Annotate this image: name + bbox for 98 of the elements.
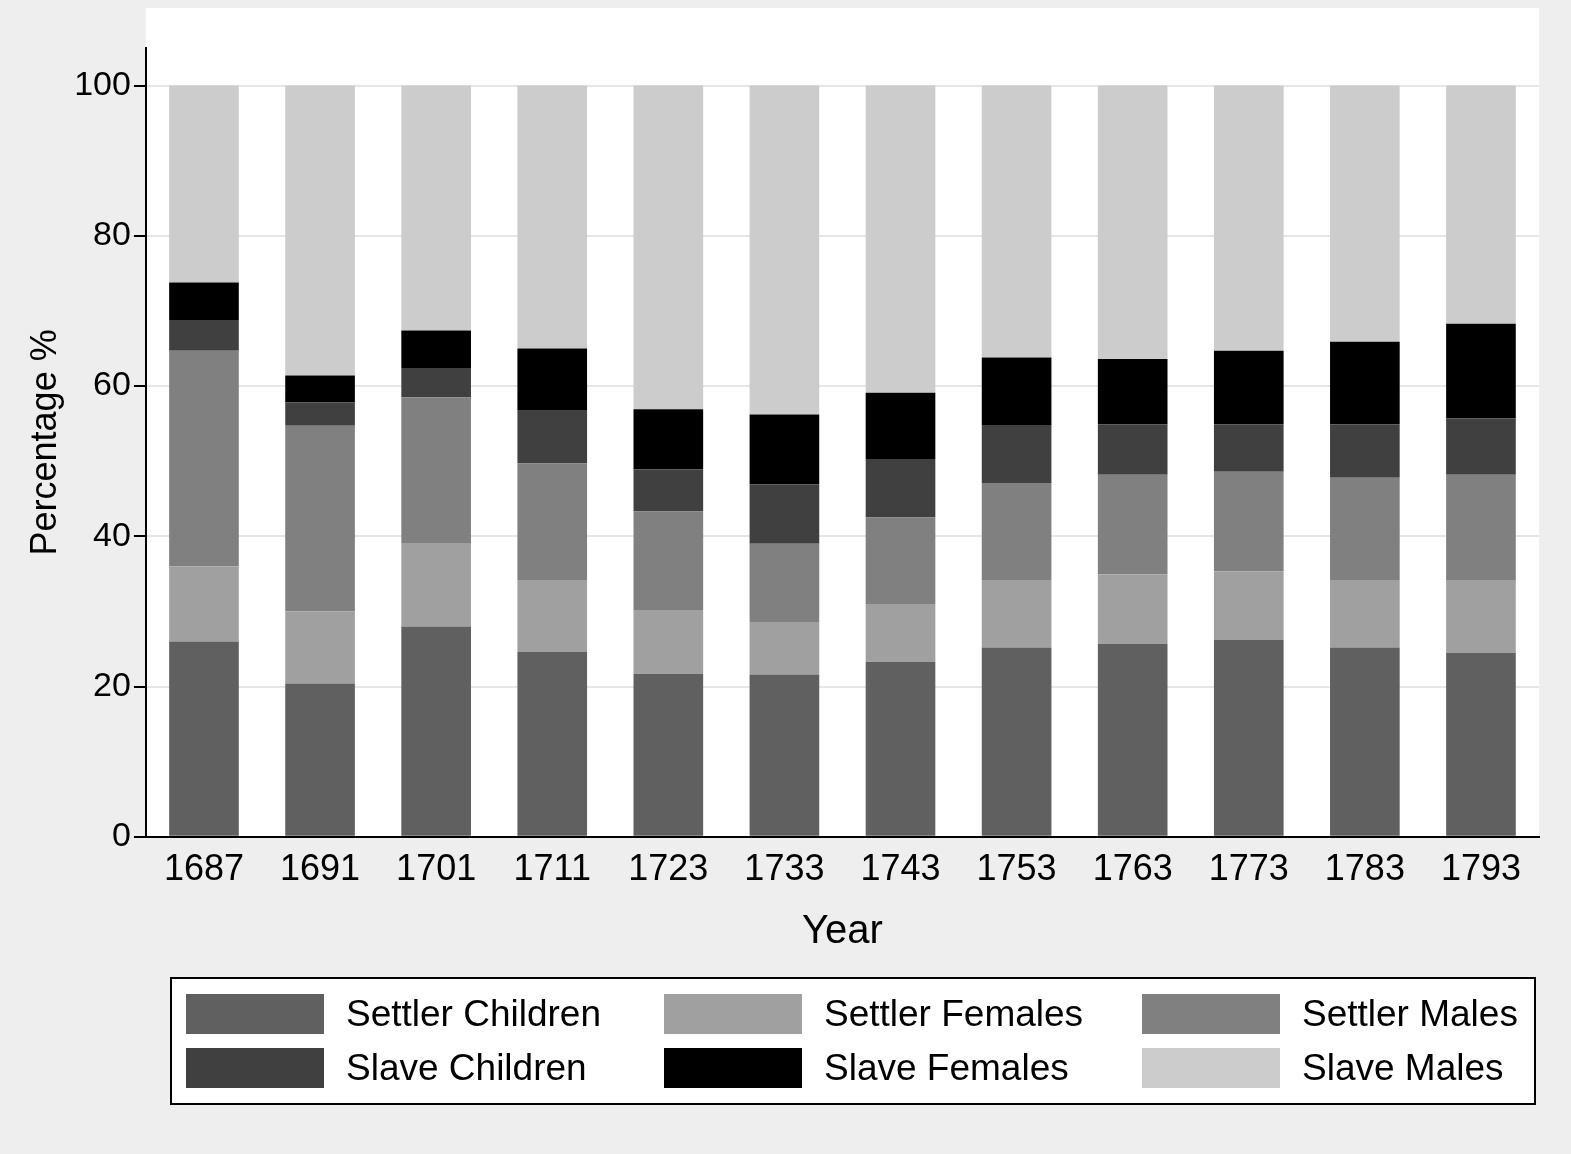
- x-tick-label: 1743: [860, 847, 941, 889]
- bar: [865, 517, 936, 605]
- bar: [749, 85, 820, 415]
- bar: [169, 282, 239, 320]
- bar: [517, 85, 588, 349]
- bar: [1213, 471, 1284, 572]
- y-tick-label: 20: [93, 664, 131, 703]
- bar: [1330, 341, 1400, 425]
- bar: [1213, 571, 1284, 640]
- x-tick-label: 1701: [396, 847, 477, 889]
- bar: [401, 543, 471, 627]
- y-tick-label: 80: [93, 214, 131, 253]
- bar: [1446, 323, 1516, 419]
- bar: [285, 425, 355, 612]
- bar: [1446, 652, 1516, 836]
- bar: [1097, 574, 1168, 644]
- bar: [1213, 424, 1284, 472]
- bar: [285, 683, 355, 836]
- bar: [1446, 474, 1516, 581]
- x-tick-label: 1733: [744, 847, 825, 889]
- bar: [285, 611, 355, 684]
- bar: [169, 566, 239, 642]
- bar: [1097, 424, 1168, 475]
- bar: [633, 409, 704, 470]
- bar: [633, 469, 704, 512]
- bar: [1097, 85, 1168, 360]
- bar: [517, 463, 588, 580]
- bar: [1446, 418, 1516, 475]
- bar: [401, 626, 471, 836]
- x-tick-label: 1793: [1440, 847, 1521, 889]
- bar: [169, 85, 239, 283]
- y-axis-title: Percentage %: [22, 329, 64, 556]
- x-tick-label: 1691: [280, 847, 361, 889]
- bar: [1330, 85, 1400, 342]
- x-tick-label: 1753: [976, 847, 1057, 889]
- legend-label: Settler Males: [1302, 993, 1518, 1035]
- bar: [401, 397, 471, 544]
- y-tick-label: 60: [93, 364, 131, 403]
- x-tick-label: 1723: [628, 847, 709, 889]
- bar: [169, 641, 239, 836]
- bar: [1097, 643, 1168, 836]
- bar: [401, 85, 471, 331]
- bar: [981, 357, 1052, 426]
- x-tick-label: 1711: [513, 847, 591, 889]
- bar: [1330, 647, 1400, 836]
- x-tick-label: 1763: [1092, 847, 1173, 889]
- bar: [517, 348, 588, 411]
- bar: [749, 674, 820, 836]
- y-tick-label: 40: [93, 514, 131, 553]
- legend-label: Slave Children: [346, 1047, 587, 1089]
- bar: [749, 414, 820, 485]
- bar: [865, 85, 936, 393]
- bar: [633, 673, 704, 836]
- bar: [633, 85, 704, 410]
- bar: [865, 458, 936, 518]
- bar: [401, 368, 471, 398]
- bar: [285, 85, 355, 376]
- bar: [1213, 85, 1284, 351]
- bar: [1097, 474, 1168, 575]
- y-tick-label: 100: [74, 63, 131, 102]
- legend-label: Slave Males: [1302, 1047, 1504, 1089]
- x-tick-label: 1687: [163, 847, 245, 889]
- legend-label: Settler Females: [824, 993, 1084, 1035]
- bar: [1097, 359, 1168, 425]
- bar: [749, 621, 820, 675]
- bar: [1446, 580, 1516, 653]
- bar: [981, 647, 1052, 836]
- bar: [749, 484, 820, 544]
- bar: [1330, 477, 1400, 581]
- legend-label: Settler Children: [346, 993, 602, 1035]
- bar: [1330, 580, 1400, 648]
- legend-label: Slave Females: [824, 1047, 1069, 1089]
- bar: [981, 85, 1052, 358]
- x-tick-label: 1783: [1324, 847, 1405, 889]
- bar: [1213, 639, 1284, 836]
- bar: [1446, 85, 1516, 324]
- bar: [1213, 350, 1284, 425]
- bar: [865, 604, 936, 662]
- bar: [1330, 424, 1400, 478]
- y-tick-label: 0: [112, 815, 131, 854]
- bar: [285, 375, 355, 403]
- bar: [517, 579, 588, 652]
- bar: [633, 609, 704, 674]
- bar: [169, 319, 239, 351]
- bar: [169, 350, 239, 567]
- bar: [981, 425, 1052, 483]
- bar: [865, 392, 936, 459]
- bar: [749, 543, 820, 622]
- bar: [285, 402, 355, 426]
- bar: [865, 661, 936, 836]
- bar: [401, 330, 471, 369]
- bar: [633, 511, 704, 610]
- bar: [517, 410, 588, 464]
- bar: [981, 482, 1052, 580]
- bar: [517, 652, 588, 836]
- x-axis-title: Year: [802, 907, 883, 952]
- bar: [981, 579, 1052, 648]
- x-tick-label: 1773: [1208, 847, 1289, 889]
